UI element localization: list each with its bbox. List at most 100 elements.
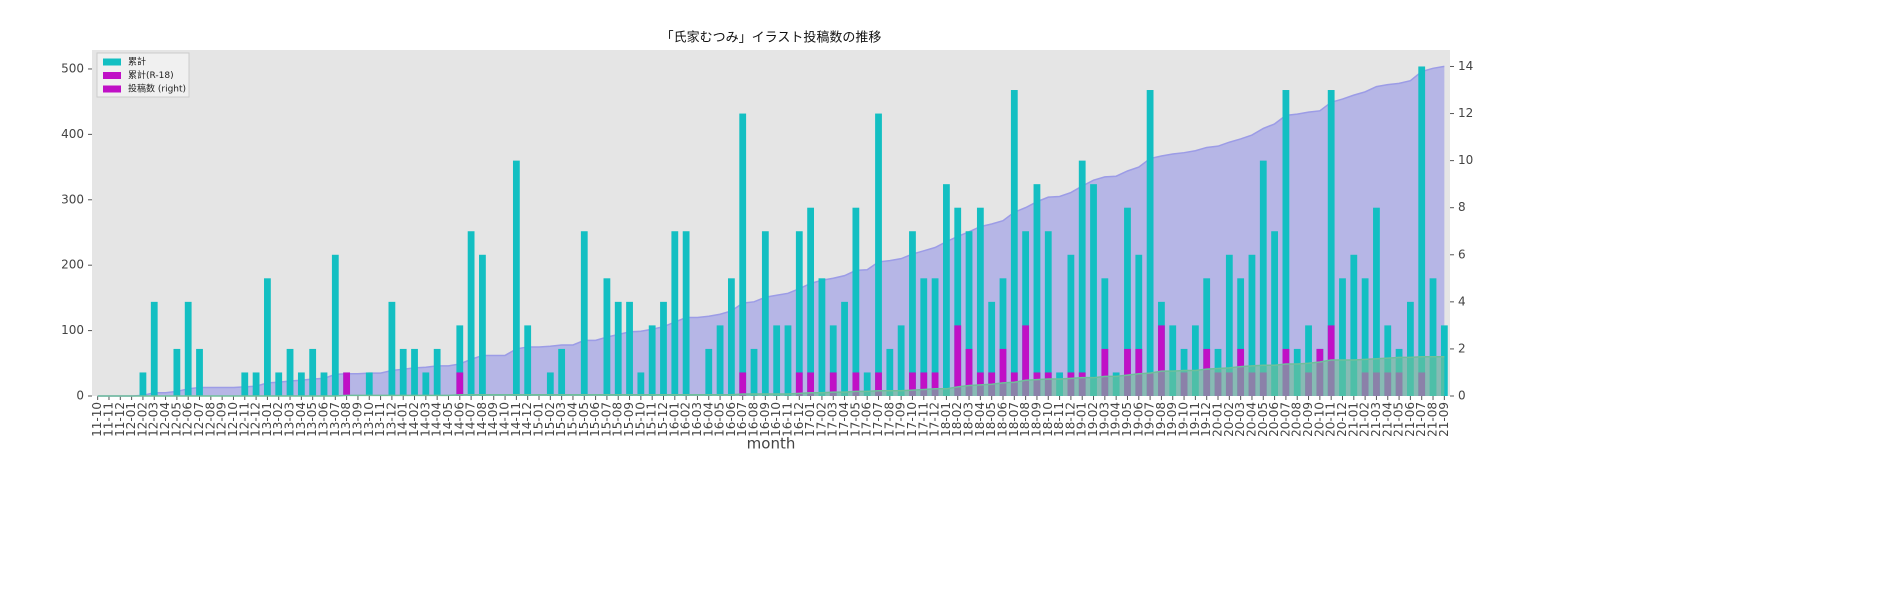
- bar: [512, 160, 520, 396]
- bar: [671, 231, 679, 396]
- x-tick-label: 13-07: [328, 402, 342, 437]
- bar: [1429, 278, 1437, 396]
- bar: [331, 254, 339, 396]
- bar: [852, 207, 860, 396]
- bar: [1339, 278, 1346, 396]
- x-tick-label: 20-06: [1267, 402, 1281, 437]
- y2-tick-label: 12: [1458, 106, 1473, 120]
- bar: [139, 372, 147, 396]
- x-tick-label: 17-09: [894, 402, 908, 437]
- x-tick-label: 19-12: [1199, 402, 1213, 437]
- x-tick-label: 14-05: [441, 402, 455, 437]
- x-tick-label: 14-09: [486, 402, 500, 437]
- bar: [727, 278, 735, 396]
- x-tick-label: 18-10: [1041, 402, 1055, 437]
- x-tick-label: 21-09: [1437, 402, 1451, 437]
- legend-swatch: [103, 72, 121, 79]
- bar: [954, 325, 962, 396]
- x-tick-label: 15-07: [599, 402, 613, 437]
- bar: [954, 207, 962, 396]
- bar: [365, 372, 373, 396]
- bar: [739, 372, 747, 396]
- bar: [1191, 325, 1199, 396]
- x-tick-label: 18-03: [962, 402, 976, 437]
- bar: [196, 348, 203, 396]
- x-tick-label: 15-05: [577, 402, 591, 437]
- bar: [1203, 278, 1211, 396]
- x-tick-label: 14-01: [396, 402, 410, 437]
- x-tick-label: 13-10: [362, 402, 376, 437]
- bar: [546, 372, 554, 396]
- x-tick-label: 21-03: [1369, 402, 1383, 437]
- bar: [320, 372, 328, 396]
- y-tick-label: 100: [61, 323, 84, 337]
- x-tick-label: 15-09: [622, 402, 636, 437]
- x-tick-label: 15-01: [532, 402, 546, 437]
- x-tick-label: 19-01: [1075, 402, 1089, 437]
- bar: [648, 325, 656, 396]
- bar: [943, 184, 950, 396]
- x-tick-label: 18-09: [1029, 402, 1043, 437]
- bar: [1406, 301, 1414, 396]
- y2-tick-label: 6: [1458, 247, 1466, 261]
- x-tick-label: 16-08: [747, 402, 761, 437]
- bar: [264, 278, 271, 396]
- x-tick-label: 19-04: [1109, 402, 1123, 437]
- x-tick-label: 17-10: [905, 402, 919, 437]
- y2-tick-label: 10: [1458, 153, 1473, 167]
- bar: [1259, 160, 1267, 396]
- x-tick-label: 11-10: [90, 402, 104, 437]
- bar: [184, 301, 192, 396]
- y2-tick-label: 8: [1458, 200, 1466, 214]
- bar: [1237, 278, 1245, 396]
- bar: [1225, 254, 1233, 396]
- bar: [1067, 254, 1075, 396]
- x-tick-label: 19-03: [1097, 402, 1111, 437]
- bar: [795, 231, 803, 396]
- x-tick-label: 17-06: [860, 402, 874, 437]
- x-tick-label: 19-10: [1177, 402, 1191, 437]
- bar: [150, 301, 158, 396]
- x-tick-label: 13-03: [283, 402, 297, 437]
- bar: [309, 348, 317, 396]
- x-tick-label: 12-04: [158, 402, 172, 437]
- bar: [1101, 348, 1109, 396]
- x-tick-label: 17-11: [916, 402, 930, 437]
- x-tick-label: 18-12: [1063, 402, 1077, 437]
- x-tick-label: 17-03: [826, 402, 840, 437]
- bar: [1169, 325, 1177, 396]
- x-tick-label: 13-06: [316, 402, 330, 437]
- bar: [999, 278, 1007, 396]
- bar: [705, 348, 713, 396]
- x-tick-label: 18-02: [950, 402, 964, 437]
- bar: [965, 348, 973, 396]
- x-tick-label: 17-08: [882, 402, 896, 437]
- bar: [739, 113, 747, 396]
- bar: [795, 372, 803, 396]
- x-tick-label: 14-11: [509, 402, 523, 437]
- bar: [965, 231, 973, 396]
- x-tick-label: 17-04: [837, 402, 851, 437]
- x-tick-label: 15-11: [645, 402, 659, 437]
- x-tick-label: 12-09: [215, 402, 229, 437]
- bar: [1146, 90, 1154, 396]
- x-tick-label: 17-05: [848, 402, 862, 437]
- bar: [773, 325, 781, 396]
- bar: [660, 301, 667, 396]
- x-tick-label: 21-04: [1380, 402, 1394, 437]
- x-tick-label: 12-11: [237, 402, 251, 437]
- area-line: [97, 356, 1445, 397]
- bar: [1248, 254, 1256, 396]
- x-tick-label: 20-10: [1312, 402, 1326, 437]
- x-tick-label: 13-09: [350, 402, 364, 437]
- bar: [818, 278, 826, 396]
- chart-title: 「氏家むつみ」イラスト投稿数の推移: [661, 30, 882, 46]
- bar: [807, 207, 815, 396]
- x-tick-label: 17-12: [928, 402, 942, 437]
- bar: [875, 113, 882, 396]
- bar: [1418, 66, 1426, 396]
- bar: [863, 372, 871, 396]
- x-tick-label: 16-07: [735, 402, 749, 437]
